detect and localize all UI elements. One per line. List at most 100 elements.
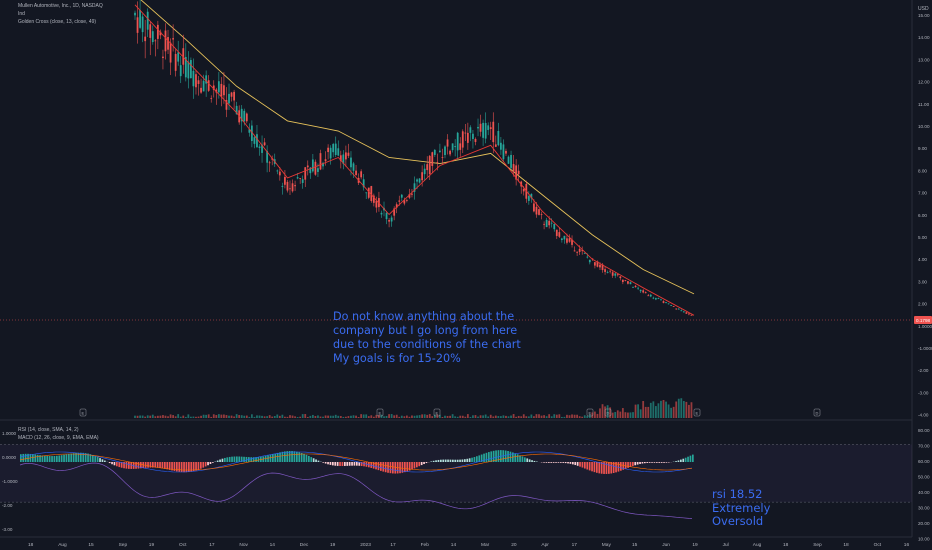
- price-axis[interactable]: 15.00 14.00 13.00 12.00 11.00 10.00 9.00 8.00 7.…: [914, 13, 932, 418]
- volume-bar: [372, 416, 375, 418]
- candle-body: [413, 183, 416, 192]
- volume-bar: [619, 411, 622, 418]
- candle-body: [466, 132, 469, 143]
- candle-body: [479, 123, 482, 132]
- volume-bar: [156, 415, 159, 418]
- candle-body: [291, 183, 294, 192]
- macd-histogram-bar: [692, 454, 694, 462]
- volume-bar: [250, 414, 253, 418]
- macd-histogram-bar: [627, 462, 629, 468]
- candle-body: [535, 206, 538, 215]
- candle-body: [550, 222, 553, 224]
- volume-bar: [543, 415, 545, 418]
- volume-bar: [540, 415, 543, 418]
- candle-body: [159, 31, 162, 36]
- indicator-legend-2[interactable]: Golden Cross (close, 13, close, 49): [18, 19, 97, 25]
- volume-bar: [657, 403, 660, 418]
- volume-bar: [240, 415, 243, 418]
- price-tick-label: 13.00: [918, 57, 930, 62]
- volume-bar: [355, 415, 357, 418]
- volume-bar: [670, 407, 673, 418]
- macd-histogram-bar: [411, 462, 413, 470]
- candle-body: [395, 204, 398, 208]
- macd-histogram-bar: [543, 462, 545, 463]
- candle-body: [329, 147, 332, 159]
- macd-histogram-bar: [312, 458, 315, 462]
- volume-bar: [395, 414, 398, 418]
- macd-histogram-bar: [41, 455, 44, 462]
- macd-histogram-bar: [471, 457, 473, 462]
- macd-histogram-bar: [533, 460, 536, 462]
- candle-body: [558, 232, 561, 237]
- rsi-legend[interactable]: RSI (14, close, SMA, 14, 2): [18, 427, 79, 433]
- candle-body: [451, 143, 454, 151]
- candle-body: [459, 143, 462, 150]
- volume-bar: [375, 414, 378, 418]
- volume-bar: [380, 414, 383, 418]
- volume-bar: [408, 416, 411, 418]
- volume-bar: [172, 415, 175, 418]
- volume-bar: [258, 415, 261, 418]
- volume-bar: [487, 416, 490, 418]
- macd-histogram-bar: [269, 454, 272, 462]
- volume-bar: [304, 414, 307, 418]
- macd-histogram-bar: [24, 453, 27, 462]
- volume-bar: [253, 416, 256, 418]
- candle-body: [421, 172, 424, 181]
- time-axis-label: Jun: [662, 542, 670, 548]
- volume-bar: [492, 416, 495, 418]
- volume-bar: [627, 412, 629, 418]
- candle-body: [601, 264, 604, 270]
- macd-histogram-bar: [521, 456, 524, 462]
- indicator-legend-1[interactable]: Ind: [18, 11, 25, 17]
- candle-body: [405, 200, 408, 201]
- volume-bar: [217, 414, 220, 418]
- candle-body: [555, 229, 558, 236]
- macd-histogram-bar: [653, 462, 656, 463]
- volume-bar: [317, 415, 319, 418]
- macd-histogram-bar: [108, 462, 111, 464]
- candle-body: [563, 235, 566, 240]
- volume-bar: [654, 406, 657, 418]
- volume-bar: [632, 412, 634, 418]
- macd-histogram-bar: [322, 462, 325, 463]
- macd-histogram-bar: [564, 462, 567, 464]
- volume-bar: [472, 415, 474, 418]
- macd-histogram-bar: [344, 462, 346, 466]
- volume-bar: [144, 416, 147, 418]
- candle-body: [355, 170, 357, 176]
- symbol-legend[interactable]: Mullen Automotive, Inc., 1D, NASDAQ: [18, 3, 103, 9]
- candle-body: [594, 262, 596, 266]
- macd-histogram-bar: [399, 462, 401, 474]
- candle-body: [464, 132, 467, 134]
- price-tick-label: 14.00: [918, 35, 930, 40]
- macd-legend[interactable]: MACD (12, 26, close, 9, EMA, EMA): [18, 435, 99, 441]
- candle-body: [250, 125, 253, 142]
- candle-body: [682, 311, 685, 313]
- time-axis[interactable]: 18 Aug 15 Sep 19 Oct 17 Nov 14 Dec 19 2023 17 Feb 14 Ma…: [28, 542, 909, 548]
- candle-body: [258, 146, 261, 148]
- last-price-badge: [914, 316, 932, 324]
- volume-bars: [134, 398, 693, 418]
- event-marker: [376, 408, 384, 417]
- macd-histogram-bar: [72, 453, 75, 462]
- candle-body: [583, 253, 586, 254]
- volume-bar: [370, 415, 373, 418]
- macd-histogram-bar: [576, 462, 579, 466]
- candle-body: [136, 17, 139, 33]
- candle-body: [217, 81, 220, 93]
- volume-bar: [599, 408, 601, 418]
- macd-histogram-bar: [581, 462, 584, 468]
- volume-bar: [517, 415, 520, 418]
- volume-bar: [482, 415, 484, 418]
- macd-histogram-bar: [360, 462, 363, 467]
- volume-bar: [418, 415, 421, 418]
- macd-histogram-bar: [164, 462, 166, 469]
- event-marker-label: E: [436, 411, 439, 416]
- macd-histogram-bar: [233, 456, 236, 462]
- macd-histogram-bar: [257, 457, 260, 462]
- candle-body: [654, 298, 657, 300]
- candle-body: [505, 150, 507, 154]
